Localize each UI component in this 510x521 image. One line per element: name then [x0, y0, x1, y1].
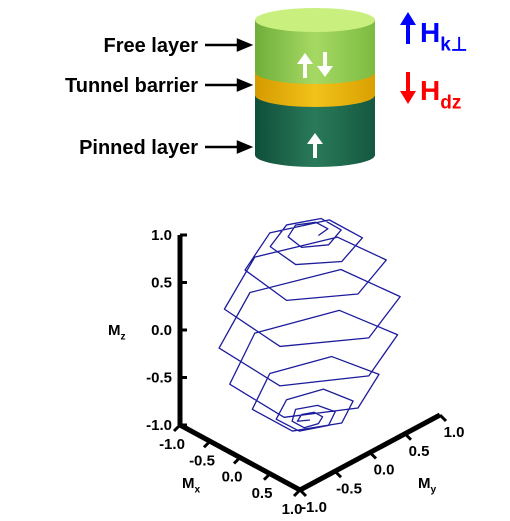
y-axis-label-subscript: y [431, 485, 437, 496]
trajectory-plot: -1.0-0.50.00.51.0-1.0-0.50.00.51.0-1.0-0… [108, 218, 464, 516]
y-tick-label: -1.0 [301, 499, 327, 516]
field-arrow [400, 12, 416, 44]
x-tick-label: 1.0 [282, 501, 303, 516]
arrow-head [400, 91, 416, 104]
z-tick-label: 0.0 [151, 322, 172, 339]
z-axis-label: Mz [108, 322, 126, 343]
z-tick-label: -0.5 [146, 370, 172, 387]
field-arrow [400, 72, 416, 104]
y-tick-label: -0.5 [336, 480, 362, 497]
y-axis-label-symbol: M [418, 475, 431, 492]
field-label: Hdz [420, 75, 461, 113]
y-tick-label: 0.0 [374, 462, 395, 479]
trajectory [219, 218, 400, 431]
y-tick [440, 415, 446, 421]
y-axis-label: My [418, 475, 437, 496]
y-tick [335, 471, 341, 477]
figure: Free layer Tunnel barrier Pinned layer H… [0, 0, 510, 516]
y-tick [370, 453, 376, 459]
stack [255, 8, 375, 167]
layer-label: Tunnel barrier [65, 75, 198, 97]
y-tick [300, 490, 306, 496]
z-axis-label-subscript: z [121, 332, 126, 343]
field-label-subscript: k⊥ [440, 34, 467, 55]
x-tick [174, 425, 180, 431]
z-tick-label: 1.0 [151, 227, 172, 244]
field-label-symbol: H [420, 17, 440, 48]
x-axis-label: Mx [182, 475, 201, 496]
x-tick-label: -1.0 [159, 436, 185, 453]
field-label: Hk⊥ [420, 17, 467, 55]
y-tick [405, 434, 411, 440]
field-label-subscript: dz [440, 92, 461, 113]
arrow-head [400, 12, 416, 25]
x-axis-label-symbol: M [182, 475, 195, 492]
z-axis-label-symbol: M [108, 322, 121, 339]
y-tick-label: 0.5 [409, 443, 430, 460]
x-tick [264, 474, 270, 480]
pointer-arrows [205, 40, 250, 152]
layer-label: Pinned layer [79, 137, 198, 159]
x-tick-label: 0.5 [252, 485, 273, 502]
x-tick-label: 0.0 [222, 469, 243, 486]
x-tick [234, 458, 240, 464]
y-tick-label: 1.0 [444, 424, 465, 441]
field-label-symbol: H [420, 75, 440, 106]
x-tick [204, 441, 210, 447]
layer-label: Free layer [103, 35, 198, 57]
x-axis-label-subscript: x [195, 485, 201, 496]
field-labels: Hk⊥Hdz [400, 12, 467, 113]
x-tick-label: -0.5 [189, 452, 215, 469]
z-tick-label: 0.5 [151, 275, 172, 292]
z-tick-label: -1.0 [146, 417, 172, 434]
